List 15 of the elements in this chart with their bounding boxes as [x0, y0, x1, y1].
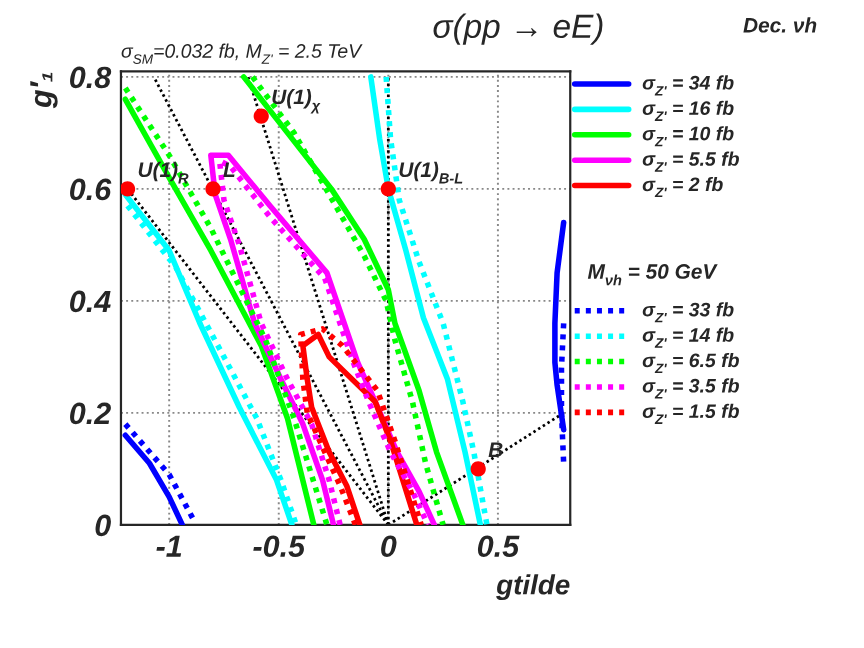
y-tick-label: 0.6	[70, 178, 112, 201]
x-tick-label: -0.5	[253, 535, 306, 558]
annotation: L	[223, 162, 235, 177]
x-tick-label: 0	[381, 535, 397, 558]
y-tick-label: 0	[95, 514, 111, 537]
x-tick-label: 0.5	[477, 535, 520, 558]
annotation: B	[488, 442, 503, 457]
chart-title: σ(pp → eE)	[433, 13, 603, 45]
x-axis-title: gtilde	[496, 574, 570, 601]
y-tick-label: 0.4	[70, 290, 111, 313]
text: Dec. νh	[743, 17, 817, 33]
y-axis-title: g′₁	[30, 72, 58, 109]
x-tick-label: -1	[156, 535, 182, 557]
y-tick-label: 0.8	[70, 66, 112, 89]
y-tick-label: 0.2	[70, 402, 111, 425]
